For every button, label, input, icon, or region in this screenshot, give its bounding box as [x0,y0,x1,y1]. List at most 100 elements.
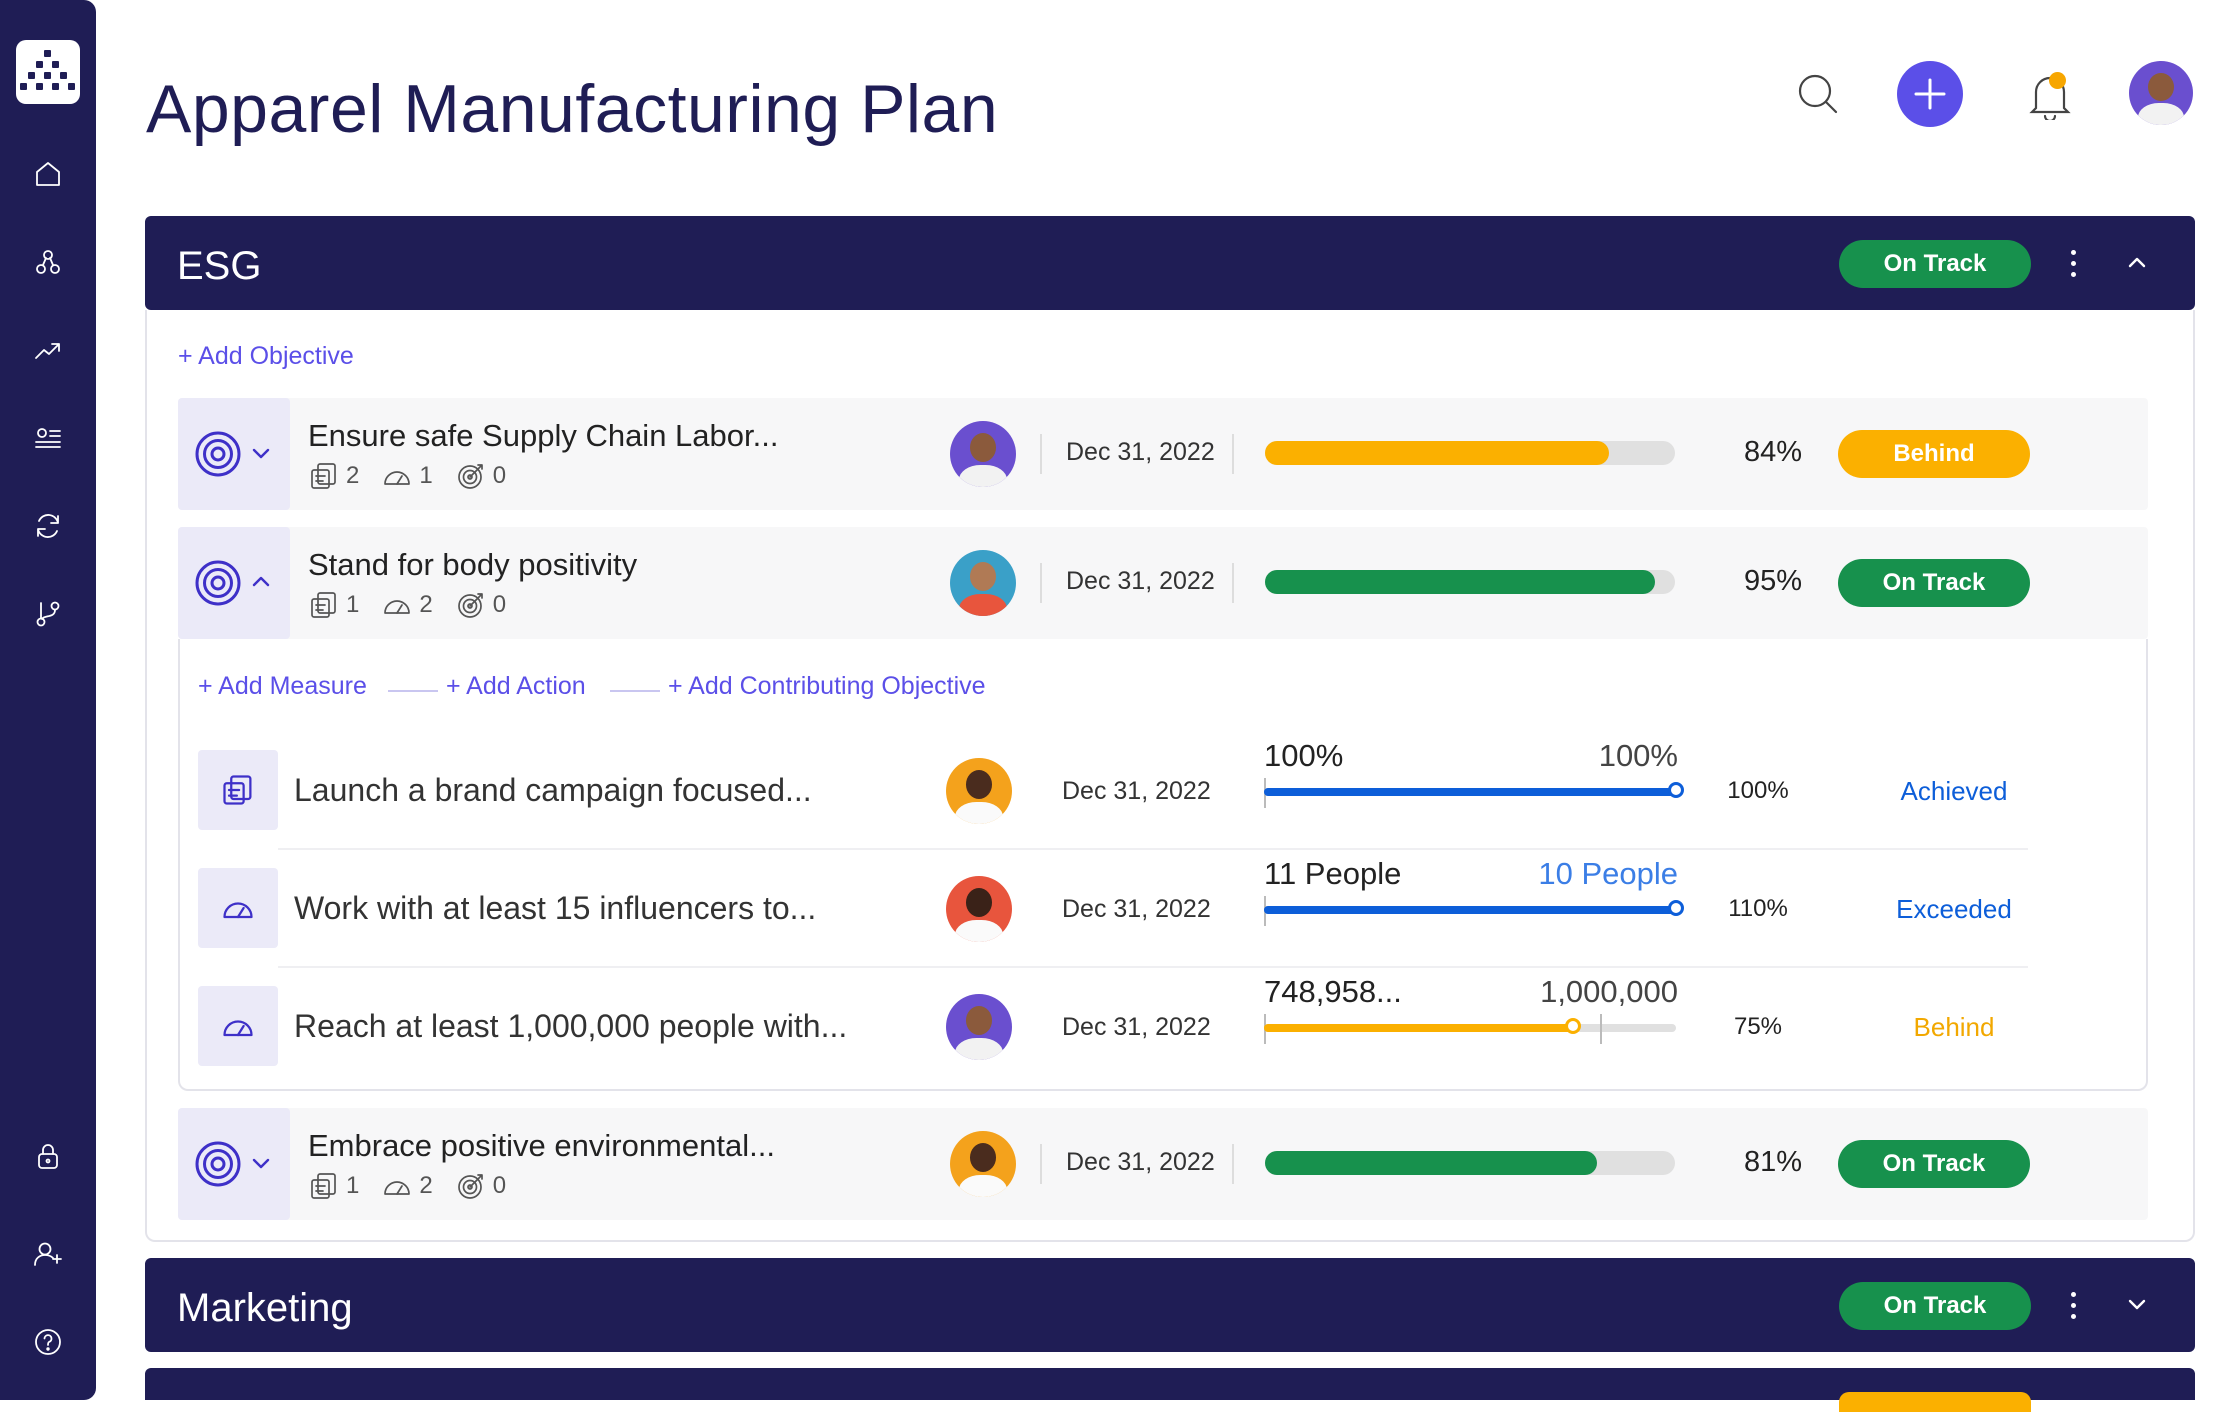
section-status-badge: On Track [1839,1282,2031,1330]
measure-percent: 75% [1733,1013,1783,1040]
nav-home[interactable] [24,150,72,198]
measure-icon-box [198,868,278,948]
actions-count: 1 [419,462,433,489]
nav-refresh[interactable] [24,502,72,550]
target-icon [194,559,242,607]
add-measure-link[interactable]: + Add Measure [198,672,367,700]
section-more-icon[interactable] [2067,250,2079,282]
measure-percent: 100% [1727,777,1789,804]
owner-avatar[interactable] [946,994,1012,1060]
add-objective-link[interactable]: + Add Objective [178,342,354,370]
hierarchy-icon [36,250,60,274]
status-badge: On Track [1838,559,2030,607]
objective-title[interactable]: Ensure safe Supply Chain Labor... [308,418,779,453]
contributing-count: 0 [492,462,507,489]
add-contributing-objective-link[interactable]: + Add Contributing Objective [668,672,986,700]
due-date: Dec 31, 2022 [1066,438,1215,466]
objective-meta: 1 2 0 [308,589,528,621]
contributing-target-icon [457,593,483,618]
objective-row[interactable]: Embrace positive environmental... 1 2 0 … [178,1108,2148,1220]
owner-avatar[interactable] [946,758,1012,824]
measure-row[interactable]: Work with at least 15 influencers to... … [198,850,2028,968]
page-title: Apparel Manufacturing Plan [146,71,999,147]
divider [1040,434,1042,474]
objective-title[interactable]: Embrace positive environmental... [308,1128,775,1163]
user-avatar[interactable] [2129,61,2193,125]
contributing-target-icon [457,464,483,489]
divider [1232,563,1234,603]
nav-hierarchy[interactable] [24,238,72,286]
section-header-esg[interactable]: ESG On Track [145,216,2195,310]
section-more-icon[interactable] [2067,1292,2079,1324]
measure-title[interactable]: Launch a brand campaign focused... [294,772,812,808]
status-badge: Behind [1838,430,2030,478]
status-badge: On Track [1838,1140,2030,1188]
collapse-objective-button[interactable] [248,569,274,595]
measure-status: Behind [1913,1012,1995,1042]
progress-bar [1265,1151,1675,1175]
home-icon [36,162,60,186]
measure-status: Exceeded [1896,894,2012,924]
objective-meta: 1 2 0 [308,1170,528,1202]
nav-lock[interactable] [24,1132,72,1180]
measures-count: 1 [346,1172,360,1199]
owner-avatar[interactable] [950,1131,1016,1197]
row-divider [278,848,2028,850]
current-value: 100% [1264,738,1344,773]
chevron-down-icon [2128,1299,2146,1310]
lock-icon [38,1144,58,1169]
owner-avatar[interactable] [950,550,1016,616]
nav-help[interactable] [24,1318,72,1366]
connector-line [388,690,438,692]
measure-title[interactable]: Reach at least 1,000,000 people with... [294,1008,848,1044]
measures-count: 2 [346,462,360,489]
section-header-next[interactable] [145,1368,2195,1412]
progress-handle [1668,900,1684,916]
add-user-icon [34,1242,62,1266]
list-icon [35,428,61,448]
measure-percent: 110% [1728,895,1788,922]
section-title: ESG [177,244,262,288]
nav-list[interactable] [24,414,72,462]
progress-handle [1668,782,1684,798]
expand-objective-button[interactable] [248,1150,274,1176]
gauge-icon [384,1181,411,1195]
gauge-icon [384,471,411,485]
section-expand-button[interactable] [2121,1288,2153,1320]
nav-branch[interactable] [24,590,72,638]
section-header-marketing[interactable]: Marketing On Track [145,1258,2195,1352]
objective-row[interactable]: Stand for body positivity 1 2 0 Dec 31, … [178,527,2148,639]
app-logo[interactable] [16,40,80,104]
objective-meta: 2 1 0 [308,460,528,492]
plus-icon [1914,78,1946,110]
connector-line [610,690,660,692]
measure-title[interactable]: Work with at least 15 influencers to... [294,890,817,926]
search-button[interactable] [1796,72,1840,116]
measure-row[interactable]: Reach at least 1,000,000 people with... … [198,968,2028,1086]
nav-add-user[interactable] [24,1230,72,1278]
chevron-up-icon [2128,257,2146,268]
measure-icon [223,775,252,805]
chevron-down-icon [252,1158,270,1169]
measure-icon-box [198,986,278,1066]
measure-row[interactable]: Launch a brand campaign focused... Dec 3… [198,732,2028,850]
objective-row[interactable]: Ensure safe Supply Chain Labor... 2 1 0 … [178,398,2148,510]
owner-avatar[interactable] [950,421,1016,487]
add-action-link[interactable]: + Add Action [446,672,586,700]
search-icon [1798,74,1838,114]
expand-objective-button[interactable] [248,440,274,466]
objective-title[interactable]: Stand for body positivity [308,547,638,582]
owner-avatar[interactable] [946,876,1012,942]
progress-bar [1265,570,1675,594]
contributing-count: 0 [492,591,507,618]
trending-icon [35,343,60,359]
add-button[interactable] [1897,61,1963,127]
actions-count: 2 [419,591,433,618]
section-collapse-button[interactable] [2121,246,2153,278]
current-value: 748,958... [1264,974,1402,1009]
target-value: 1,000,000 [1540,974,1678,1009]
target-value: 10 People [1538,856,1678,891]
row-divider [278,966,2028,968]
nav-trends[interactable] [24,326,72,374]
sidebar [0,0,96,1400]
